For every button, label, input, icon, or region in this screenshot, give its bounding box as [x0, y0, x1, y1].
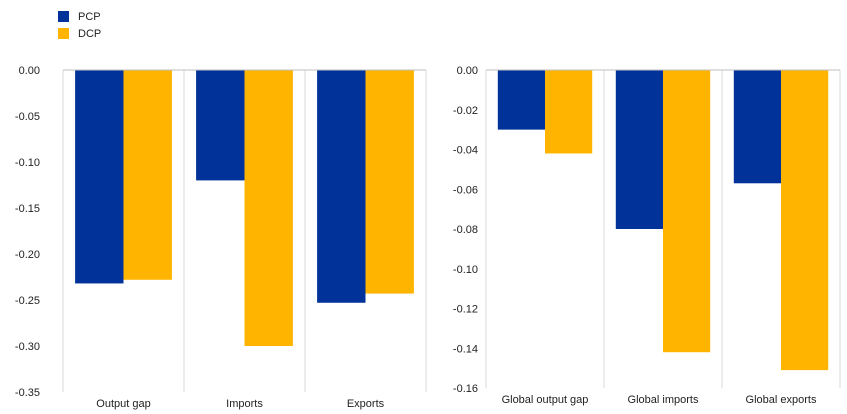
- left-bar-dcp-output-gap: [123, 70, 172, 280]
- left-ytick-label: -0.25: [15, 295, 40, 307]
- left-ytick-label: 0.00: [19, 65, 40, 77]
- left-bar-pcp-exports: [317, 70, 366, 303]
- right-ytick-label: -0.06: [453, 184, 478, 196]
- left-ytick-label: -0.05: [15, 111, 40, 123]
- legend-item-dcp: DCP: [58, 25, 101, 42]
- right-category-label: Global imports: [628, 394, 699, 406]
- right-ytick-label: 0.00: [457, 65, 478, 77]
- legend-swatch-pcp: [58, 11, 69, 22]
- legend-item-pcp: PCP: [58, 8, 101, 25]
- right-bar-pcp-global-exports: [733, 70, 781, 184]
- right-ytick-label: -0.02: [453, 105, 478, 117]
- left-category-label: Exports: [347, 398, 385, 410]
- right-bar-dcp-global-exports: [781, 70, 829, 371]
- left-ytick-label: -0.35: [15, 387, 40, 399]
- left-ytick-label: -0.30: [15, 341, 40, 353]
- right-bar-dcp-global-output-gap: [545, 70, 593, 154]
- left-bar-pcp-imports: [196, 70, 245, 181]
- legend-swatch-dcp: [58, 28, 69, 39]
- legend: PCP DCP: [58, 8, 101, 42]
- right-bar-dcp-global-imports: [663, 70, 711, 353]
- left-bar-pcp-output-gap: [75, 70, 124, 284]
- right-ytick-label: -0.04: [453, 145, 478, 157]
- left-ytick-label: -0.20: [15, 249, 40, 261]
- right-bar-pcp-global-output-gap: [497, 70, 545, 130]
- left-bar-dcp-imports: [244, 70, 293, 346]
- legend-label-dcp: DCP: [78, 27, 102, 40]
- left-ytick-label: -0.15: [15, 203, 40, 215]
- right-category-label: Global exports: [746, 394, 817, 406]
- right-ytick-label: -0.08: [453, 224, 478, 236]
- right-ytick-label: -0.16: [453, 383, 478, 395]
- right-ytick-label: -0.12: [453, 304, 478, 316]
- legend-label-pcp: PCP: [78, 10, 101, 23]
- right-category-label: Global output gap: [502, 394, 589, 406]
- right-ytick-label: -0.14: [453, 343, 478, 355]
- left-bar-dcp-exports: [365, 70, 414, 294]
- right-bar-pcp-global-imports: [615, 70, 663, 229]
- left-category-label: Imports: [226, 398, 263, 410]
- right-ytick-label: -0.10: [453, 264, 478, 276]
- left-ytick-label: -0.10: [15, 157, 40, 169]
- left-category-label: Output gap: [96, 398, 150, 410]
